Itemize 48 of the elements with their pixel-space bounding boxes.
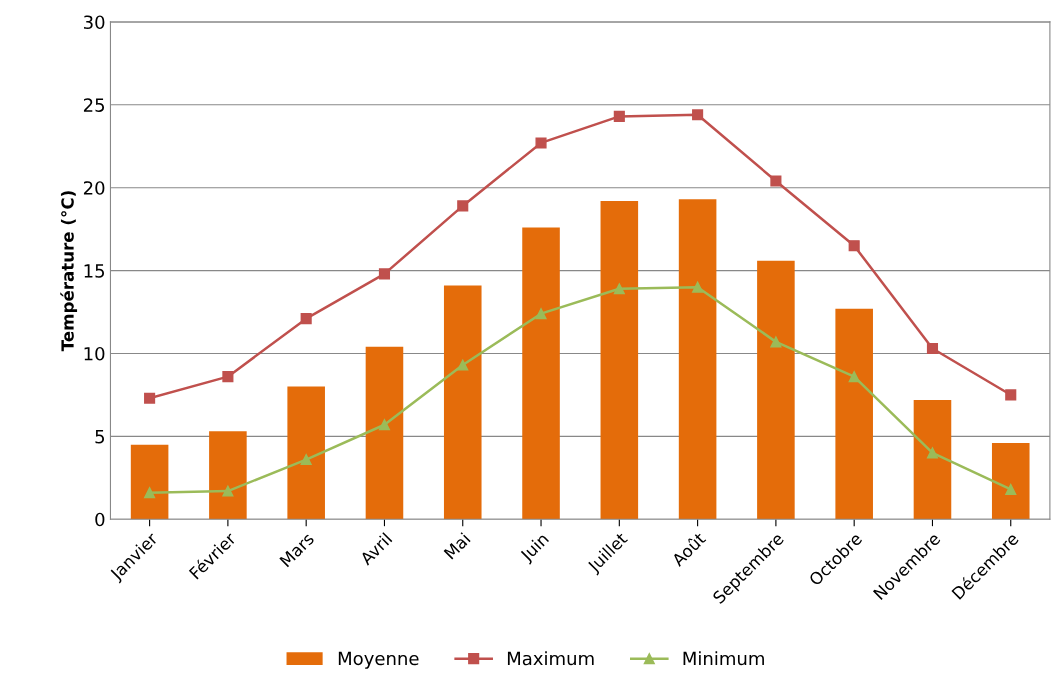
- point: [1005, 483, 1017, 495]
- bar: [209, 431, 247, 520]
- point: [378, 419, 391, 431]
- point: [770, 336, 782, 348]
- point: [535, 308, 547, 320]
- legend-label: Minimum: [683, 651, 764, 666]
- y-tick-label: 30: [84, 15, 105, 30]
- point: [144, 487, 156, 499]
- point: [222, 371, 234, 383]
- bar: [757, 260, 795, 520]
- point: [613, 110, 625, 122]
- point: [613, 283, 625, 295]
- point: [692, 281, 704, 293]
- y-axis-title: Température (°C): [60, 191, 78, 352]
- point: [926, 447, 939, 459]
- y-tick-label: 0: [95, 512, 105, 527]
- bar: [130, 444, 169, 520]
- x-tick-label: Mai: [443, 532, 471, 560]
- point: [535, 137, 547, 149]
- bar: [678, 199, 717, 520]
- bar: [913, 399, 952, 520]
- bar: [287, 386, 325, 520]
- point: [692, 109, 704, 121]
- y-tick-label: 20: [83, 181, 105, 195]
- bar: [522, 227, 560, 520]
- point: [144, 392, 156, 404]
- legend-label: Maximum: [507, 651, 594, 666]
- y-tick-label: 15: [84, 264, 105, 278]
- bar: [835, 308, 873, 520]
- point: [378, 268, 391, 280]
- point: [848, 371, 860, 383]
- point: [926, 342, 939, 355]
- bar: [365, 346, 404, 520]
- point: [222, 485, 234, 497]
- legend-label: Moyenne: [338, 651, 419, 669]
- point: [770, 175, 782, 187]
- y-tick-label: 25: [83, 98, 105, 112]
- y-tick-label: 10: [84, 346, 105, 361]
- y-tick-label: 5: [95, 430, 105, 444]
- point: [1005, 389, 1017, 401]
- bar: [443, 285, 482, 520]
- bar: [991, 442, 1030, 520]
- point: [300, 453, 312, 466]
- point: [300, 313, 312, 325]
- bar: [600, 200, 639, 520]
- point: [848, 240, 860, 252]
- point: [457, 200, 469, 212]
- point: [457, 359, 469, 371]
